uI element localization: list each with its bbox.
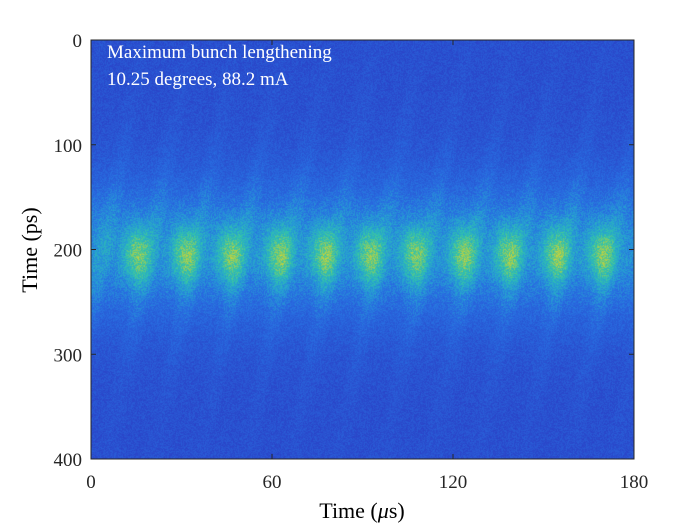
x-tick-label: 60 (263, 472, 282, 493)
y-tick-label: 400 (54, 450, 83, 471)
x-axis-label-suffix: s) (389, 498, 405, 523)
x-axis-label-prefix: Time ( (319, 498, 377, 523)
x-tick-label: 120 (439, 472, 468, 493)
heatmap-image (91, 40, 634, 459)
x-axis-label: Time (μs) (319, 498, 404, 523)
x-axis-label-mu: μ (377, 498, 389, 523)
y-tick-label: 100 (54, 136, 83, 157)
y-tick-label: 200 (54, 241, 83, 262)
y-axis-label: Time (ps) (17, 207, 42, 292)
y-tick-label: 300 (54, 345, 83, 366)
y-tick-label: 0 (73, 31, 83, 52)
annotation-line-1: Maximum bunch lengthening (107, 42, 332, 63)
plot-area (91, 40, 634, 459)
x-tick-label: 0 (86, 472, 96, 493)
annotation-line-2: 10.25 degrees, 88.2 mA (107, 69, 289, 90)
x-tick-label: 180 (620, 472, 649, 493)
